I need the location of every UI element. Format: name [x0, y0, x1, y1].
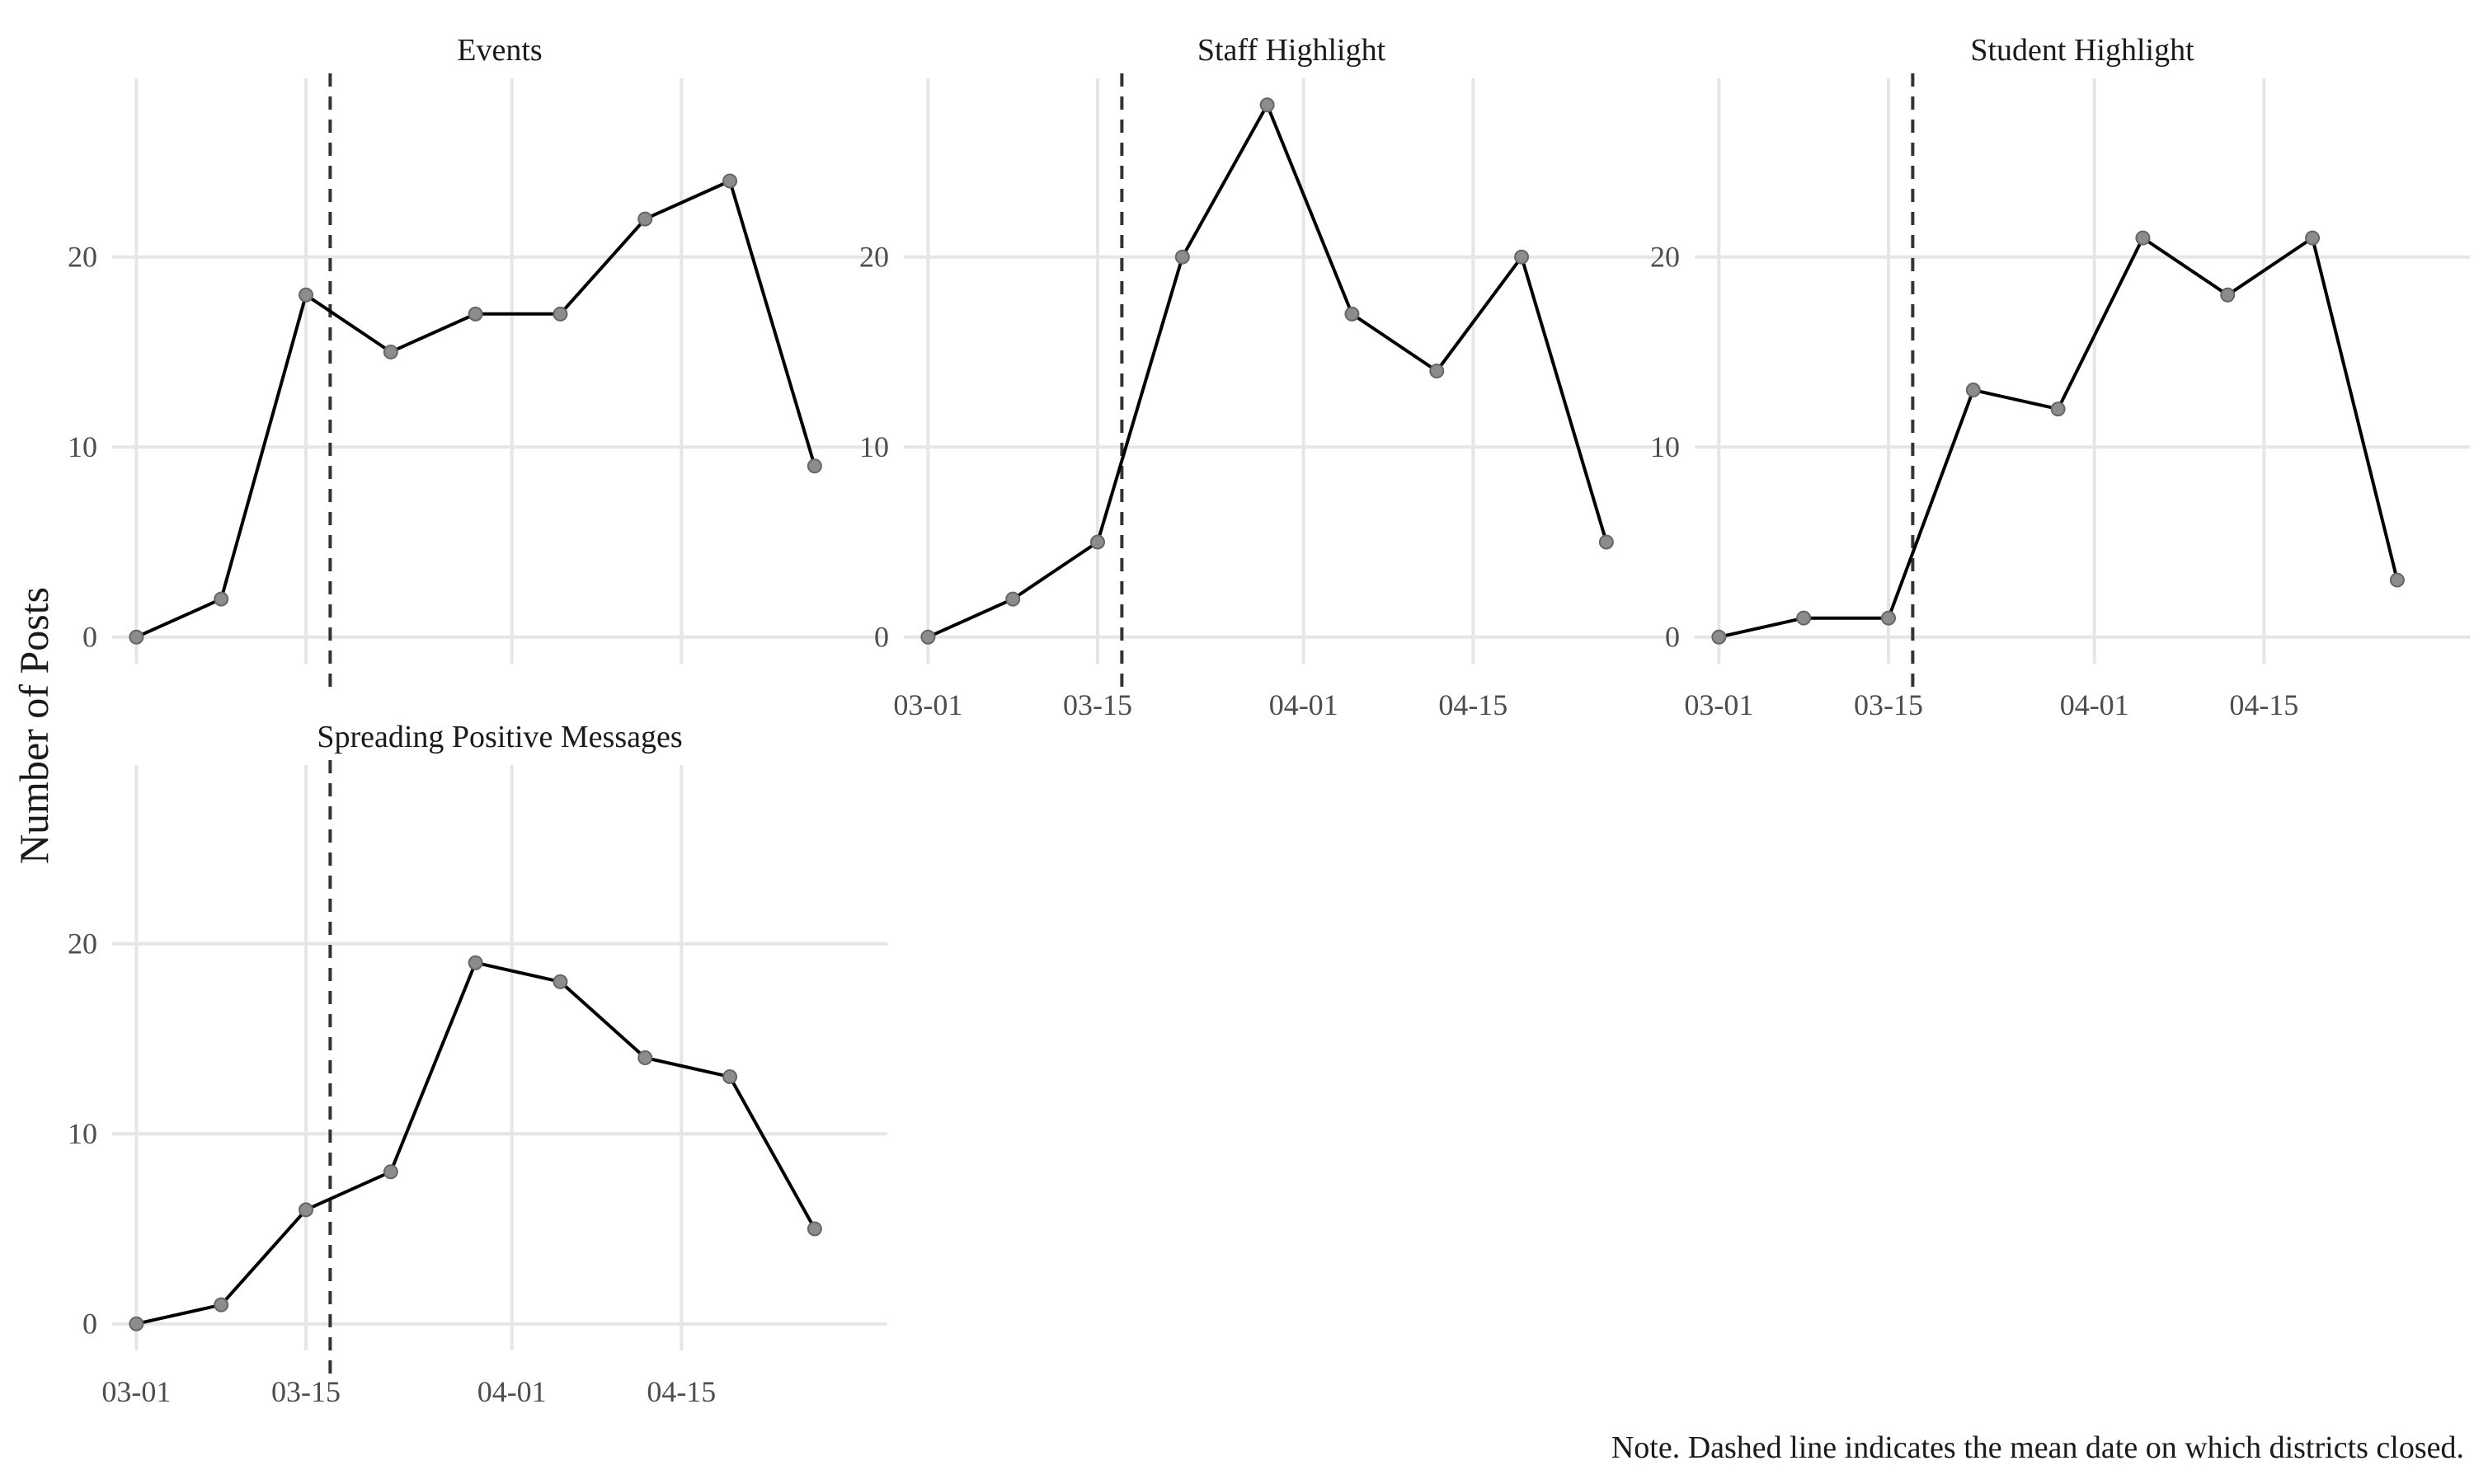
- x-tick-label: 03-01: [101, 1375, 171, 1408]
- data-point: [2305, 230, 2321, 246]
- data-point: [1711, 629, 1727, 645]
- data-point: [1881, 610, 1896, 626]
- series-line: [927, 103, 1608, 639]
- data-point: [1174, 249, 1190, 265]
- y-tick-label: 20: [1650, 241, 1680, 274]
- y-tick-label: 10: [68, 1117, 97, 1150]
- data-point: [214, 591, 229, 607]
- facet-title: Staff Highlight: [1197, 33, 1386, 68]
- data-point: [383, 1164, 398, 1180]
- y-tick-label: 0: [82, 1308, 97, 1341]
- data-point: [2050, 402, 2066, 417]
- y-tick-label: 10: [1650, 430, 1680, 463]
- y-tick-label: 0: [82, 621, 97, 654]
- x-tick-label: 03-15: [1063, 688, 1132, 721]
- chart-caption: Note. Dashed line indicates the mean dat…: [1611, 1430, 2464, 1465]
- data-point: [1965, 383, 1981, 398]
- y-tick-label: 20: [68, 928, 97, 960]
- x-tick-label: 03-01: [1684, 688, 1753, 721]
- data-point: [2220, 287, 2236, 303]
- x-tick-label: 03-01: [893, 688, 962, 721]
- y-axis-title: Number of Posts: [11, 587, 57, 864]
- data-point: [1796, 610, 1812, 626]
- data-point: [2389, 572, 2405, 588]
- y-tick-label: 0: [1665, 621, 1680, 654]
- data-point: [722, 173, 738, 189]
- data-point: [468, 306, 483, 322]
- y-tick-label: 10: [68, 430, 97, 463]
- x-tick-label: 03-15: [1854, 688, 1923, 721]
- data-point: [468, 955, 483, 970]
- data-point: [553, 974, 568, 989]
- facet-panel: Staff Highlight 0 10 20 03-01 03-15 04-01 04-15: [859, 33, 1679, 721]
- series-line: [135, 179, 816, 639]
- x-tick-label: 04-01: [2060, 688, 2129, 721]
- data-point: [553, 306, 568, 322]
- facet-title: Events: [457, 33, 542, 68]
- data-point: [129, 1316, 144, 1331]
- x-tick-label: 04-01: [1269, 688, 1338, 721]
- data-point: [299, 1202, 313, 1218]
- y-tick-label: 20: [859, 241, 889, 274]
- facet-panel: Spreading Positive Messages 0 10 20 03-01 03-…: [68, 720, 887, 1408]
- data-point: [299, 287, 313, 303]
- facet-title: Spreading Positive Messages: [317, 720, 682, 754]
- y-tick-label: 10: [859, 430, 889, 463]
- data-point: [1344, 306, 1360, 322]
- data-point: [1429, 364, 1445, 378]
- y-tick-label: 20: [68, 241, 97, 274]
- x-tick-label: 04-15: [647, 1375, 716, 1408]
- data-point: [2135, 230, 2151, 246]
- data-point: [807, 1221, 822, 1237]
- data-point: [214, 1297, 229, 1313]
- data-point: [1598, 534, 1614, 550]
- data-point: [129, 629, 144, 645]
- data-point: [807, 458, 822, 474]
- y-tick-label: 0: [874, 621, 889, 654]
- data-point: [722, 1069, 738, 1085]
- x-tick-label: 04-15: [1438, 688, 1507, 721]
- x-tick-label: 04-01: [477, 1375, 547, 1408]
- facet-panel: Student Highlight 0 10 20 03-01 03-15 04-01 04-…: [1650, 33, 2470, 721]
- data-point: [1005, 591, 1021, 607]
- facet-panels: Events 0 10 20 Staff Highlight 0 10 20 03-01 03-1…: [68, 33, 2470, 1408]
- x-tick-label: 03-15: [271, 1375, 341, 1408]
- series-line: [135, 960, 816, 1326]
- facet-title: Student Highlight: [1970, 33, 2194, 68]
- series-line: [1718, 236, 2399, 639]
- data-point: [637, 1050, 653, 1065]
- facet-panel: Events 0 10 20: [68, 33, 887, 692]
- data-point: [383, 344, 398, 359]
- data-point: [1259, 97, 1275, 113]
- data-point: [637, 211, 653, 227]
- data-point: [920, 629, 936, 645]
- data-point: [1514, 249, 1530, 265]
- data-point: [1090, 534, 1105, 550]
- x-tick-label: 04-15: [2229, 688, 2298, 721]
